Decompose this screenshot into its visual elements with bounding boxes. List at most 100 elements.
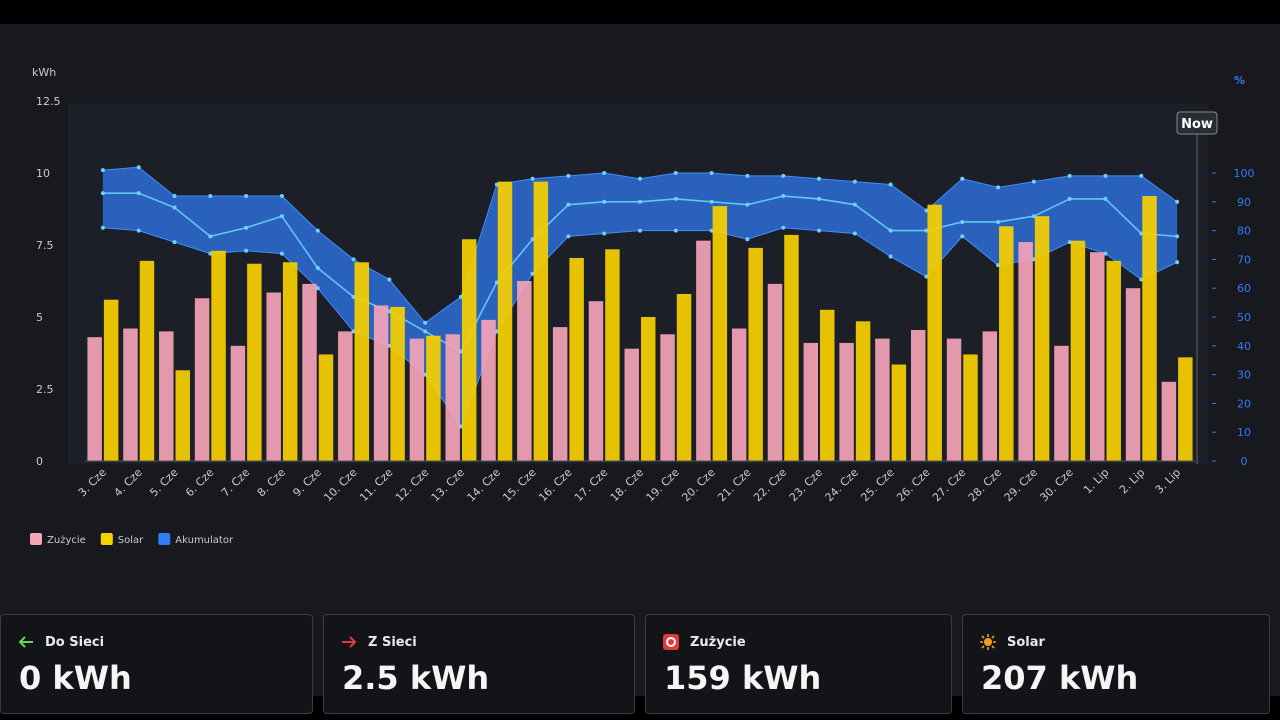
legend-swatch xyxy=(158,533,171,545)
bar xyxy=(354,262,370,461)
battery-point xyxy=(960,234,965,239)
battery-point xyxy=(745,202,750,207)
battery-point xyxy=(602,231,607,236)
bar xyxy=(891,364,907,461)
bar xyxy=(1090,252,1105,461)
bar xyxy=(1142,196,1157,462)
battery-point xyxy=(673,228,678,233)
battery-point xyxy=(852,202,857,207)
y2-tick-label: 0 xyxy=(1241,455,1248,468)
x-tick-label: 29. Cze xyxy=(1002,466,1040,504)
x-tick-label: 30. Cze xyxy=(1037,466,1075,504)
battery-point xyxy=(817,228,822,233)
y-tick-label: 10 xyxy=(36,167,50,180)
y2-tick-label: 70 xyxy=(1237,253,1251,266)
legend-label: Akumulator xyxy=(175,535,234,546)
battery-point xyxy=(566,234,571,239)
battery-point xyxy=(136,228,141,233)
battery-point xyxy=(387,277,392,282)
y2-unit: % xyxy=(1234,74,1245,87)
bar xyxy=(409,338,425,461)
battery-point xyxy=(996,185,1001,190)
y2-tick-label: 60 xyxy=(1237,282,1251,295)
battery-point xyxy=(1103,173,1108,178)
bar xyxy=(123,328,138,461)
bar xyxy=(1070,240,1086,461)
bar xyxy=(910,329,926,461)
card-label: Zużycie xyxy=(690,635,746,650)
y-tick-label: 7.5 xyxy=(36,239,54,252)
y2-tick-label: 20 xyxy=(1237,397,1251,410)
bar xyxy=(481,319,496,461)
x-tick-label: 6. Cze xyxy=(183,466,217,500)
card-label: Solar xyxy=(1007,635,1045,650)
card-label: Z Sieci xyxy=(368,635,417,650)
battery-point xyxy=(781,194,786,199)
legend-swatch xyxy=(100,533,113,545)
x-tick-label: 13. Cze xyxy=(429,466,467,504)
battery-point xyxy=(1175,234,1180,239)
bar xyxy=(712,206,728,461)
battery-point xyxy=(817,176,822,181)
bar xyxy=(139,260,155,461)
x-tick-label: 3. Cze xyxy=(76,466,110,500)
bar xyxy=(676,293,692,461)
battery-point xyxy=(817,196,822,201)
bar xyxy=(1018,242,1033,461)
bar xyxy=(624,348,639,461)
y2-tick-label: 50 xyxy=(1237,311,1251,324)
card: Solar 207 kWh xyxy=(962,614,1270,714)
icon xyxy=(980,634,996,650)
bar xyxy=(946,338,962,461)
x-tick-label: 23. Cze xyxy=(787,466,825,504)
battery-point xyxy=(888,182,893,187)
battery-point xyxy=(602,199,607,204)
card-value: 0 kWh xyxy=(19,659,132,697)
x-tick-label: 21. Cze xyxy=(715,466,753,504)
bar xyxy=(103,299,119,461)
legend-label: Zużycie xyxy=(47,535,86,546)
bar xyxy=(282,262,298,461)
y-tick-label: 5 xyxy=(36,311,43,324)
battery-point xyxy=(1067,173,1072,178)
x-tick-label: 1. Lip xyxy=(1081,466,1112,497)
battery-point xyxy=(888,254,893,259)
battery-point xyxy=(315,266,320,271)
y-unit: kWh xyxy=(32,66,56,79)
bar xyxy=(338,331,353,461)
bar xyxy=(87,337,102,461)
battery-point xyxy=(1139,173,1144,178)
bar xyxy=(731,328,747,461)
bar xyxy=(803,342,819,461)
bar xyxy=(318,354,334,461)
x-tick-label: 19. Cze xyxy=(644,466,682,504)
bar xyxy=(497,181,513,461)
x-tick-label: 2. Lip xyxy=(1117,466,1148,497)
battery-point xyxy=(208,234,213,239)
x-tick-label: 22. Cze xyxy=(751,466,789,504)
battery-point xyxy=(244,248,249,253)
battery-point xyxy=(244,194,249,199)
bar xyxy=(927,204,942,461)
battery-point xyxy=(100,225,105,230)
y2-tick-label: 80 xyxy=(1237,225,1251,238)
battery-point xyxy=(315,228,320,233)
bar xyxy=(839,342,854,461)
battery-point xyxy=(888,228,893,233)
bar xyxy=(517,281,532,461)
bar xyxy=(784,234,799,461)
bar xyxy=(445,334,460,461)
icon xyxy=(18,636,33,648)
battery-point xyxy=(638,176,642,181)
battery-point xyxy=(100,191,105,196)
battery-point xyxy=(530,176,535,181)
x-tick-label: 18. Cze xyxy=(608,466,646,504)
bar xyxy=(748,247,763,461)
icon xyxy=(663,634,679,650)
x-tick-label: 27. Cze xyxy=(930,466,968,504)
bar xyxy=(1125,288,1141,461)
dashboard: kWh % Now 0 2.5 5 7.5 10 12.5 0 10 20 30 40 50 60 70 8… xyxy=(0,24,1280,714)
battery-point xyxy=(1175,199,1180,204)
battery-point xyxy=(852,179,857,184)
